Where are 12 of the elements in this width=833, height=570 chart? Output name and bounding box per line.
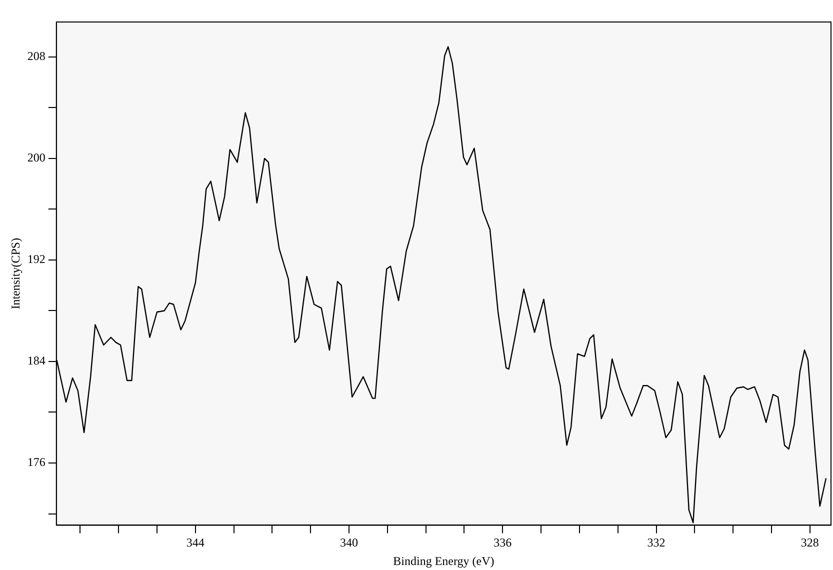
y-tick-label: 200: [27, 150, 46, 165]
x-tick-label: 336: [494, 536, 512, 550]
x-tick-label: 332: [647, 536, 666, 550]
y-tick-label: 184: [27, 354, 46, 368]
x-axis-title: Binding Energy (eV): [393, 554, 494, 568]
x-tick-label: 340: [340, 536, 358, 550]
y-tick-label: 192: [27, 252, 46, 266]
x-tick-label: 344: [186, 536, 204, 550]
y-tick-label: 176: [27, 455, 46, 470]
x-tick-label: 328: [800, 536, 819, 550]
y-axis-title: Intensity(CPS): [8, 238, 22, 310]
y-tick-label: 208: [27, 49, 46, 64]
